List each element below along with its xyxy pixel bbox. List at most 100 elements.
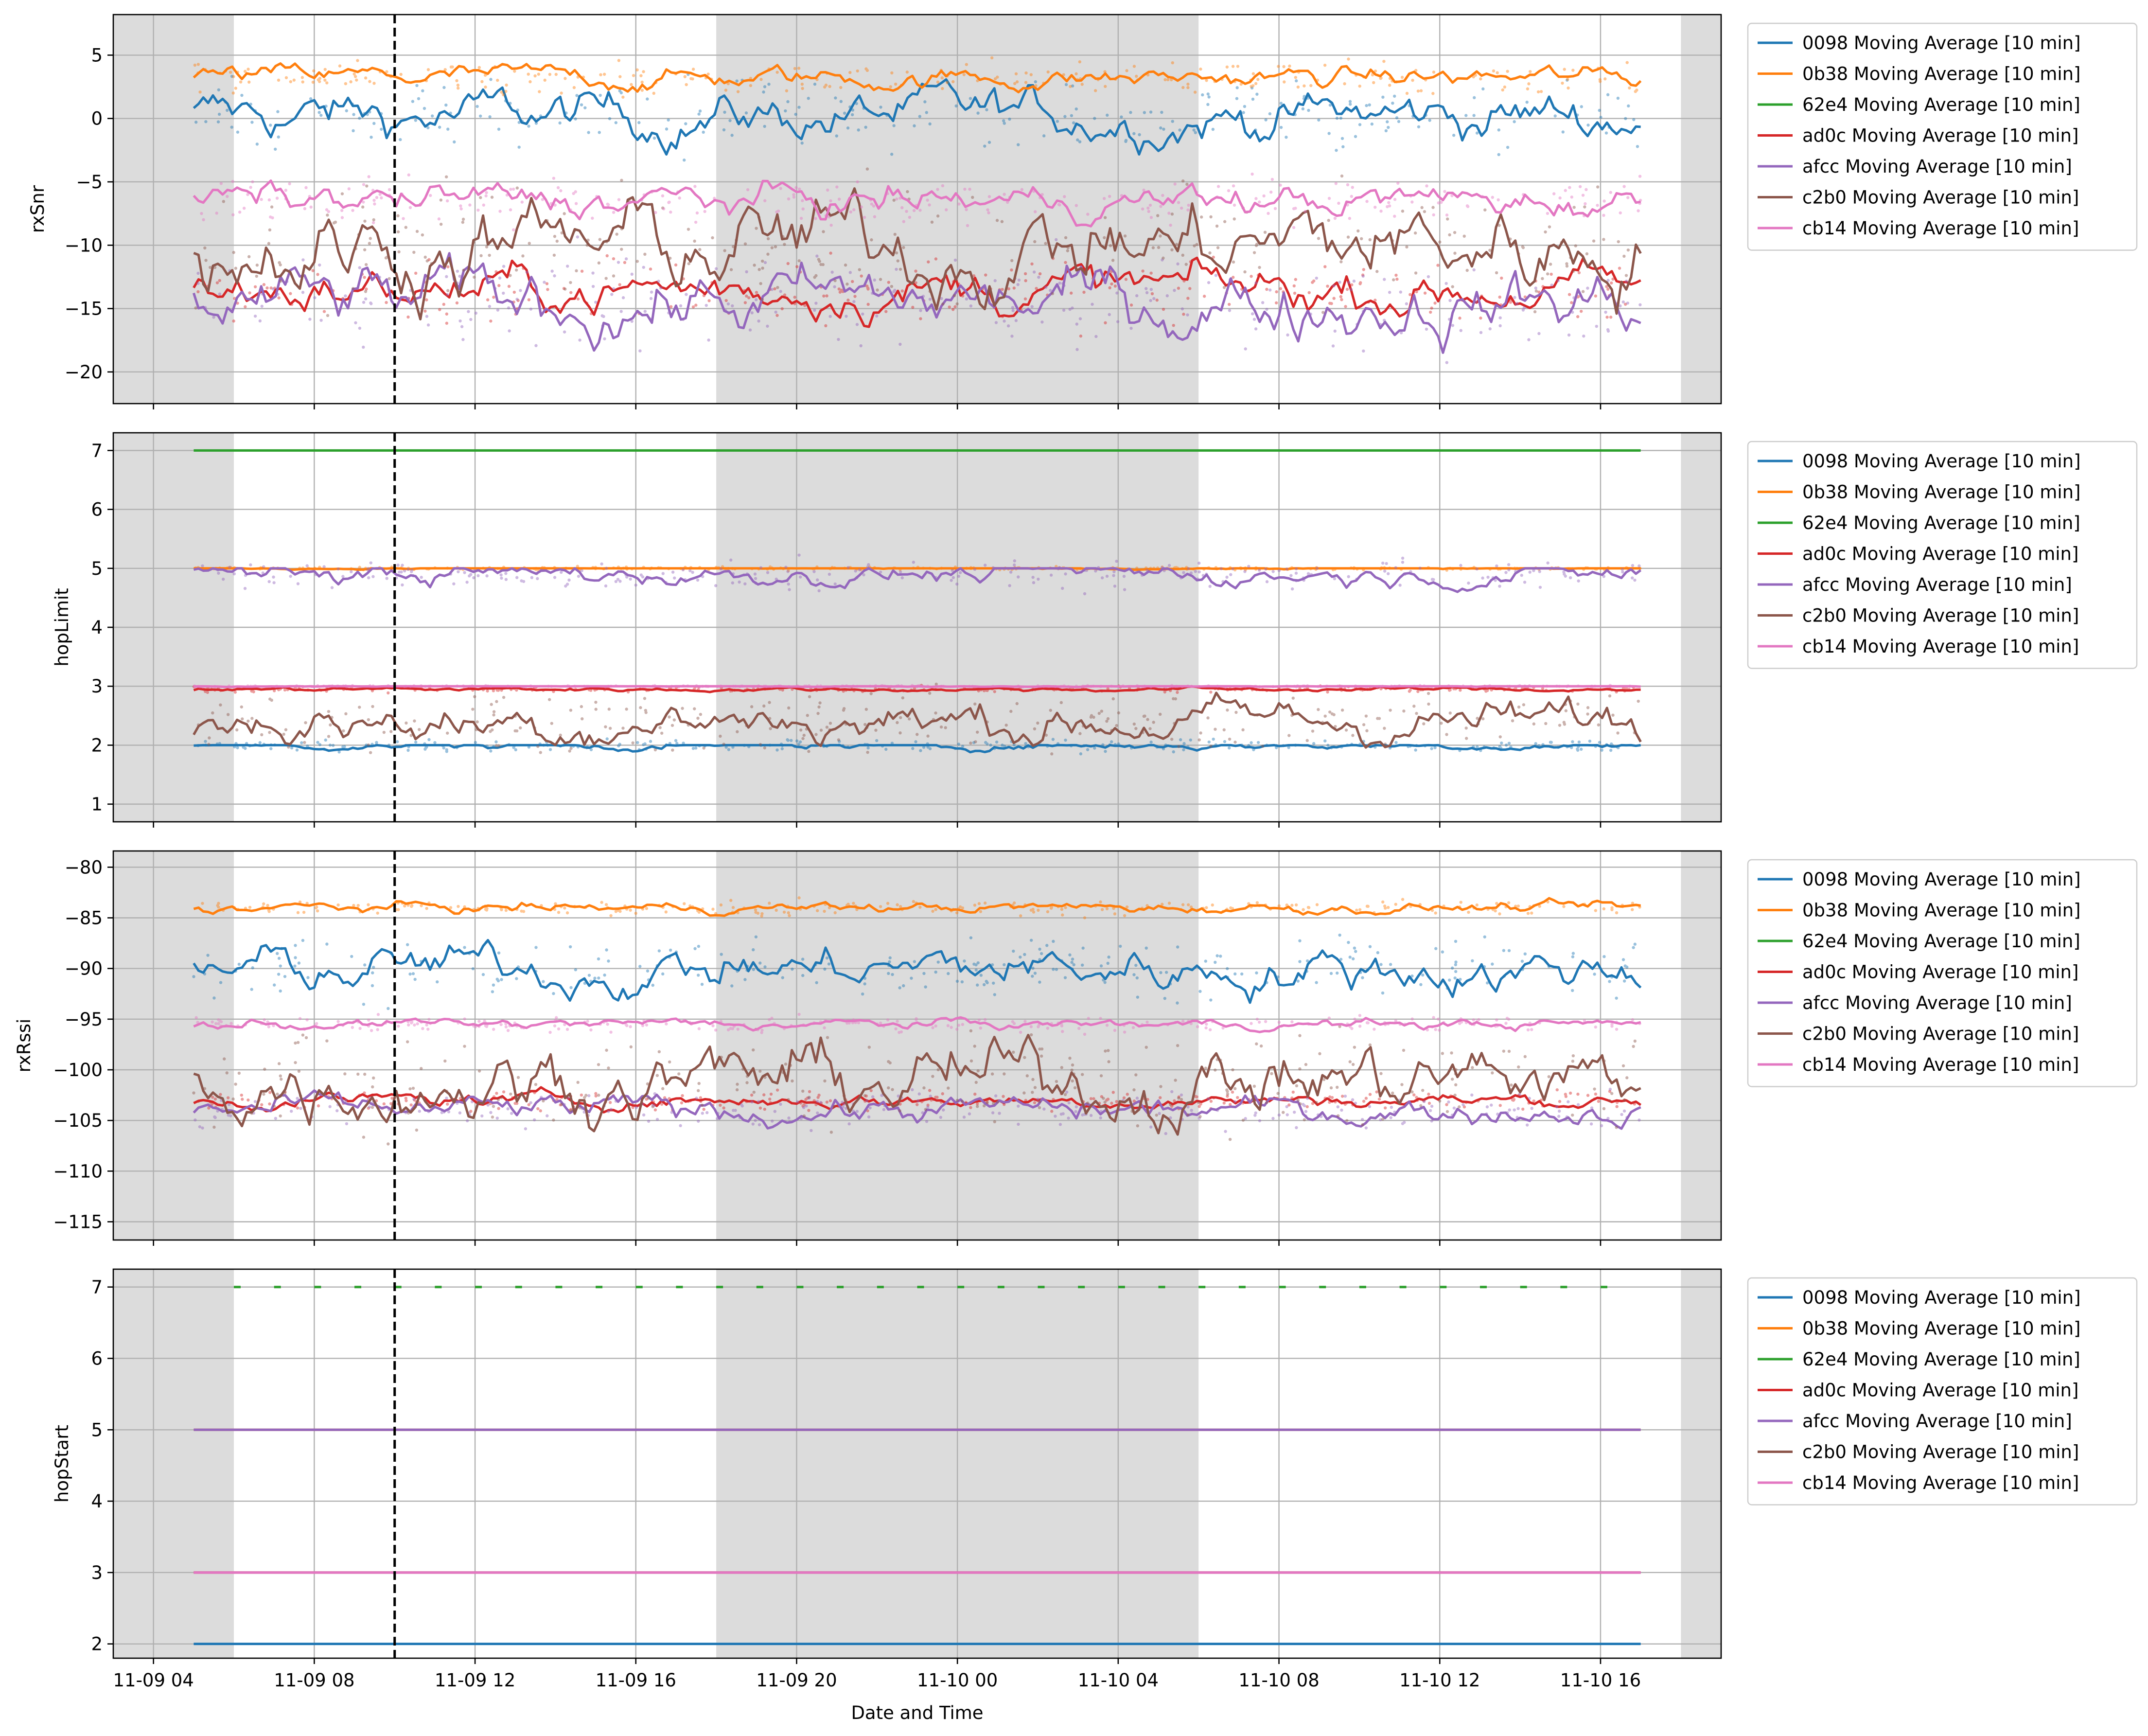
raw-point [1039,1054,1043,1058]
raw-point [993,690,996,693]
raw-point [1291,696,1295,700]
raw-point [1365,199,1369,203]
raw-point [833,582,837,586]
raw-point [1017,1122,1020,1126]
raw-point [443,1059,447,1063]
raw-point [1023,1056,1026,1059]
raw-point [787,569,790,572]
raw-point [495,1116,499,1120]
raw-point [1136,995,1140,999]
raw-point [1132,1088,1136,1092]
raw-point [1327,1016,1331,1020]
raw-point [745,270,748,274]
raw-point [300,741,303,744]
raw-point [1182,742,1186,745]
raw-point [604,584,608,588]
raw-point [1174,1079,1177,1082]
raw-point [1148,727,1152,730]
raw-point [565,583,569,586]
raw-point [1631,1018,1635,1022]
raw-point [941,1092,944,1096]
legend-frame [1747,22,2138,251]
raw-point [1023,953,1026,957]
raw-point [985,979,988,983]
raw-point [618,283,621,286]
raw-point [1141,269,1144,273]
legend-entry-cb14: cb14 Moving Average [10 min] [1802,218,2079,239]
raw-point [1006,200,1009,204]
raw-point [196,1021,199,1024]
raw-point [1495,902,1498,905]
raw-point [887,972,890,975]
raw-point [629,908,632,912]
raw-point [255,274,258,278]
raw-point [958,905,962,909]
raw-point [700,982,704,986]
raw-point [681,568,685,572]
raw-point [1181,86,1185,89]
raw-point [382,1102,386,1106]
raw-point [1619,304,1622,308]
raw-point [1197,1101,1200,1104]
raw-point [890,284,894,288]
raw-point [892,290,896,293]
raw-point [1079,334,1083,338]
raw-point [1070,1068,1074,1072]
raw-point [604,725,607,728]
raw-point [1068,953,1072,957]
raw-point [515,1101,519,1105]
raw-point [821,263,825,266]
raw-point [974,1081,978,1084]
raw-point [361,205,365,209]
raw-point [427,738,431,742]
raw-point [955,911,959,915]
raw-point [700,1103,704,1107]
raw-point [1586,286,1589,290]
raw-point [1328,103,1332,107]
raw-point [1294,278,1298,281]
raw-point [618,909,622,913]
raw-point [1123,234,1127,238]
raw-point [490,703,493,706]
raw-point [1017,575,1020,579]
raw-point [1339,957,1343,961]
raw-point [1123,588,1127,591]
raw-point [720,953,723,956]
raw-point [699,712,703,716]
raw-point [643,310,647,313]
raw-point [502,695,506,699]
raw-point [1600,748,1603,752]
raw-point [1022,1091,1026,1095]
raw-point [211,1020,214,1024]
y-tick-label: −90 [65,958,103,979]
raw-point [1507,563,1511,567]
raw-point [1515,301,1519,305]
raw-point [587,974,591,977]
raw-point [496,78,499,82]
raw-point [1333,216,1337,220]
raw-point [1459,977,1462,981]
series-line-0098 [193,78,1641,156]
raw-point [1105,574,1109,578]
raw-point [396,230,400,233]
raw-point [900,576,904,580]
raw-point [1225,65,1229,69]
raw-point [566,265,569,268]
raw-point [580,1093,583,1097]
raw-point [1394,273,1398,277]
raw-point [369,237,372,240]
raw-point [612,211,616,214]
raw-point [1259,1044,1263,1048]
raw-point [1031,576,1035,579]
raw-point [268,228,272,232]
raw-point [556,186,560,190]
raw-point [267,908,271,912]
raw-point [642,1113,646,1117]
raw-point [210,1102,214,1106]
raw-point [973,903,977,907]
legend-entry-0b38: 0b38 Moving Average [10 min] [1802,482,2081,503]
raw-point [484,1024,488,1027]
raw-point [368,1105,371,1109]
raw-point [911,747,915,750]
